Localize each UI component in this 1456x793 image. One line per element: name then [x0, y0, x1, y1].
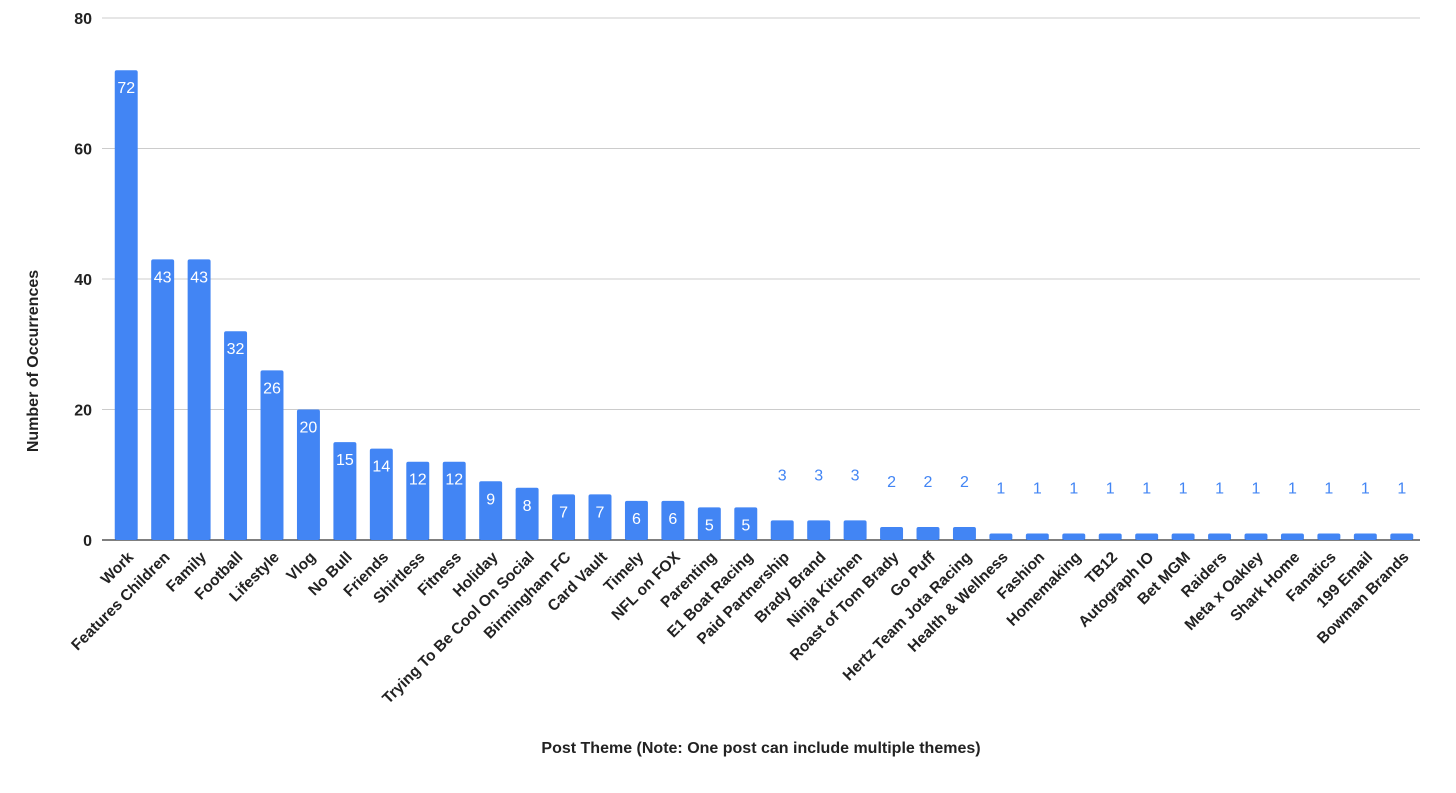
bar [187, 259, 211, 540]
data-label: 72 [117, 80, 135, 97]
gridlines [102, 17, 1420, 541]
bar [807, 520, 831, 540]
data-label: 3 [851, 467, 860, 484]
bar [1208, 533, 1232, 540]
data-label: 8 [523, 498, 532, 515]
bar [661, 500, 685, 540]
bar [1280, 533, 1304, 540]
y-tick-label: 20 [74, 403, 92, 420]
bar [697, 507, 721, 540]
data-label: 1 [1069, 480, 1078, 497]
bar [1390, 533, 1414, 540]
bar [1135, 533, 1159, 540]
bar [442, 461, 466, 540]
bar [1062, 533, 1086, 540]
data-label: 1 [1142, 480, 1151, 497]
bar [1244, 533, 1268, 540]
data-label: 15 [336, 452, 354, 469]
data-label: 7 [596, 504, 605, 521]
y-tick-label: 0 [83, 533, 92, 550]
data-label: 1 [1324, 480, 1333, 497]
data-label: 6 [668, 511, 677, 528]
bar [952, 526, 976, 540]
data-label: 5 [705, 517, 714, 534]
data-label: 1 [1252, 480, 1261, 497]
data-label: 20 [300, 420, 318, 437]
data-label: 1 [1106, 480, 1115, 497]
data-label: 1 [996, 480, 1005, 497]
data-label: 12 [409, 472, 427, 489]
bar [333, 442, 357, 540]
y-tick-label: 40 [74, 272, 92, 289]
data-label: 3 [778, 467, 787, 484]
data-label: 43 [190, 269, 208, 286]
x-axis-title: Post Theme (Note: One post can include m… [541, 740, 980, 757]
bars [114, 70, 1414, 540]
bar [1098, 533, 1122, 540]
bar [734, 507, 758, 540]
bar [916, 526, 940, 540]
data-label: 1 [1179, 480, 1188, 497]
bar [151, 259, 175, 540]
bar [843, 520, 867, 540]
data-label: 14 [372, 459, 390, 476]
bar [588, 494, 612, 540]
data-label: 12 [445, 472, 463, 489]
bar [296, 409, 320, 540]
data-label: 3 [814, 467, 823, 484]
data-label: 1 [1033, 480, 1042, 497]
data-label: 26 [263, 380, 281, 397]
bar [552, 494, 576, 540]
bar [624, 500, 648, 540]
bar [1171, 533, 1195, 540]
data-label: 1 [1215, 480, 1224, 497]
bar [406, 461, 430, 540]
bar [1317, 533, 1341, 540]
data-label: 5 [741, 517, 750, 534]
data-label: 2 [924, 474, 933, 491]
y-axis-title: Number of Occurrences [25, 270, 42, 452]
y-axis-ticks: 0 20 40 60 80 [74, 11, 92, 550]
bar [260, 370, 284, 540]
bar [479, 481, 503, 540]
bar [114, 70, 138, 540]
data-label: 9 [486, 491, 495, 508]
data-label: 43 [154, 269, 172, 286]
data-label: 1 [1288, 480, 1297, 497]
bar [1353, 533, 1377, 540]
bar [1025, 533, 1049, 540]
bar [515, 487, 539, 540]
bar [369, 448, 393, 540]
bar [989, 533, 1013, 540]
data-label: 1 [1397, 480, 1406, 497]
data-label: 1 [1361, 480, 1370, 497]
bar [224, 331, 248, 540]
data-label: 2 [887, 474, 896, 491]
data-label: 6 [632, 511, 641, 528]
data-label: 2 [960, 474, 969, 491]
data-label: 32 [227, 341, 245, 358]
bar [770, 520, 794, 540]
data-label: 7 [559, 504, 568, 521]
y-tick-label: 80 [74, 11, 92, 28]
bar [880, 526, 904, 540]
y-tick-label: 60 [74, 142, 92, 159]
